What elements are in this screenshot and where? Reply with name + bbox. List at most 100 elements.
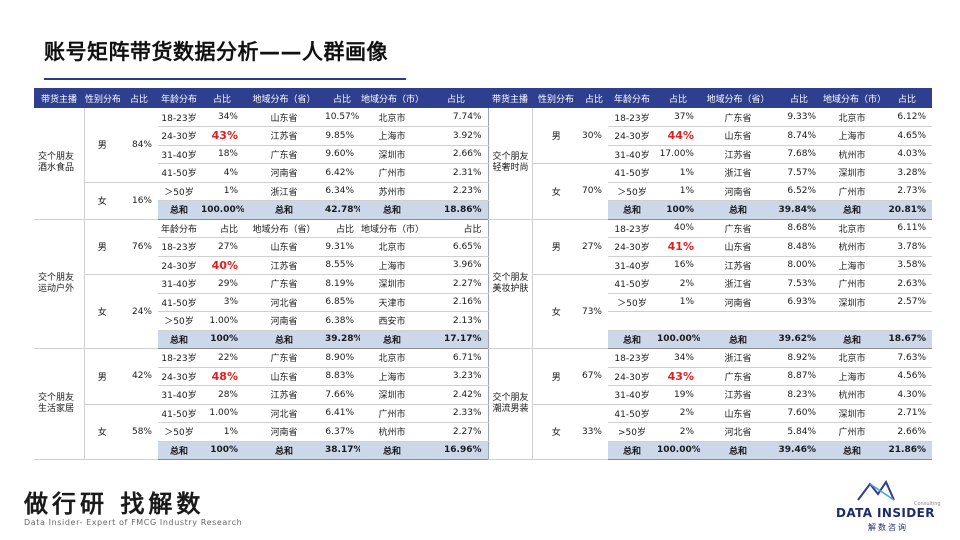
table-cell: ＞50岁	[608, 182, 656, 201]
table-cell: 40%	[200, 256, 244, 275]
table-cell: 北京市	[360, 348, 424, 368]
table-cell: 22%	[200, 348, 244, 368]
table-cell: 8.90%	[324, 348, 360, 368]
table-cell: 8.23%	[776, 385, 822, 405]
gender-label: 男	[532, 219, 580, 275]
table-cell: 总和	[244, 200, 324, 220]
table-cell: 7.53%	[776, 274, 822, 294]
logo-cn-name: 解数咨询	[868, 523, 908, 532]
account-name: 交个朋友运动户外	[34, 219, 85, 349]
table-cell: 1.00%	[200, 404, 244, 423]
table-row: 41-50岁 4% 河南省 6.42% 广州市 2.31% 女 70% 41-50岁 1% 浙江省 7…	[34, 163, 932, 220]
table-cell: 24-30岁	[158, 256, 200, 275]
table-cell: 广东省	[700, 367, 776, 386]
table-cell: 山东省	[700, 126, 776, 146]
table-cell: 杭州市	[822, 237, 882, 257]
column-header: 带货主播	[34, 88, 84, 108]
data-insider-logo: Consulting DATA INSIDER 解数咨询	[828, 480, 948, 536]
table-cell: 2%	[656, 422, 700, 442]
table-cell: 40%	[656, 219, 700, 238]
table-cell: 上海市	[822, 256, 882, 275]
table-cell: 18.67%	[882, 330, 932, 349]
table-cell: 1%	[200, 422, 244, 442]
table-cell: 2.66%	[882, 422, 932, 442]
table-cell: 占比	[424, 219, 489, 238]
table-row: 24-30岁 48% 山东省 8.83% 上海市 3.23% 24-30岁 43% 广东省 8.8…	[34, 367, 932, 386]
table-cell: 总和	[158, 330, 200, 349]
table-cell: 7.68%	[776, 145, 822, 164]
table-cell: 总和	[360, 330, 424, 349]
table-cell: 上海市	[360, 126, 424, 146]
table-cell: 8.83%	[324, 367, 360, 386]
table-cell: 1%	[656, 182, 700, 201]
table-cell: 43%	[656, 367, 700, 386]
table-cell: 41-50岁	[608, 404, 656, 423]
table-cell: 浙江省	[700, 274, 776, 294]
table-cell: 广州市	[822, 182, 882, 201]
table-cell: 河南省	[700, 182, 776, 201]
gender-label: 男	[532, 348, 580, 405]
table-cell: ＞50岁	[158, 182, 200, 201]
table-cell: 总和	[360, 441, 424, 460]
brand-slogan: 做行研 找解数	[24, 490, 205, 518]
table-row: 31-40岁 18% 广东省 9.60% 深圳市 2.66% 31-40岁 17.00% 江苏省…	[34, 145, 932, 164]
table-cell: 3.78%	[882, 237, 932, 257]
table-cell: 3.23%	[424, 367, 489, 386]
table-cell: 总和	[608, 330, 656, 349]
table-cell: 4%	[200, 163, 244, 183]
table-cell: 6.41%	[324, 404, 360, 423]
table-cell: ＞50岁	[608, 293, 656, 312]
table-cell: 山东省	[244, 237, 324, 257]
table-cell: 31-40岁	[608, 256, 656, 275]
table-cell: 浙江省	[700, 348, 776, 368]
table-cell: 地域分布（省）	[244, 219, 324, 238]
table-cell: 24-30岁	[608, 237, 656, 257]
table-cell: 8.19%	[324, 274, 360, 294]
table-cell: 河南省	[244, 311, 324, 331]
table-cell: 上海市	[360, 367, 424, 386]
table-cell: 广州市	[822, 422, 882, 442]
column-header: 性别分布	[84, 88, 120, 108]
table-cell: 2%	[656, 404, 700, 423]
table-cell: 20.81%	[882, 200, 932, 220]
table-cell: 1.00%	[200, 311, 244, 331]
table-row: ＞50岁 1% 河南省 6.37% 杭州市 2.27% >50岁 2% 河北省 5.84% 广州市 2…	[34, 422, 932, 442]
table-cell: 34%	[656, 348, 700, 368]
table-row: 31-40岁 28% 江苏省 7.66% 深圳市 2.42% 31-40岁 19% 江苏省 8.2…	[34, 385, 932, 405]
table-cell: 北京市	[360, 108, 424, 127]
table-cell: 7.66%	[324, 385, 360, 405]
table-cell: 江苏省	[700, 145, 776, 164]
table-cell: 1%	[656, 163, 700, 183]
table-cell: 2.27%	[424, 422, 489, 442]
table-cell: 18-23岁	[608, 219, 656, 238]
table-cell: 21.86%	[882, 441, 932, 460]
table-row: 交个朋友生活家居男 42% 18-23岁 22% 广东省 8.90% 北京市 6.71% 交个朋…	[34, 348, 932, 460]
table-cell: 6.65%	[424, 237, 489, 257]
table-row: 总和 100.00% 总和 42.78% 总和 18.86% 总和 100% 总和 39.84% 总…	[34, 200, 932, 220]
table-cell: 100.00%	[656, 330, 700, 349]
gender-share: 30%	[580, 108, 608, 164]
table-cell: 6.85%	[324, 293, 360, 312]
table-cell: 总和	[244, 441, 324, 460]
gender-label: 女	[84, 404, 120, 460]
gender-label: 男	[532, 108, 580, 164]
table-cell: 39.28%	[324, 330, 360, 349]
table-cell: 江苏省	[700, 385, 776, 405]
table-cell: 4.65%	[882, 126, 932, 146]
table-cell: 6.71%	[424, 348, 489, 368]
table-cell: 100%	[656, 200, 700, 220]
table-row: 24-30岁 43% 江苏省 9.85% 上海市 3.92% 24-30岁 44% 山东省 8.7…	[34, 126, 932, 146]
table-cell: 山东省	[244, 367, 324, 386]
table-cell: 北京市	[822, 348, 882, 368]
table-cell: 深圳市	[822, 404, 882, 423]
table-cell: 深圳市	[360, 385, 424, 405]
column-header: 地域分布（市）	[360, 88, 424, 108]
table-cell: 37%	[656, 108, 700, 127]
table-cell: 3.96%	[424, 256, 489, 275]
table-cell: 7.74%	[424, 108, 489, 127]
table-cell: 8.48%	[776, 237, 822, 257]
table-header-row: 带货主播 性别分布 占比 年龄分布 占比 地域分布（省） 占比 地域分布（市） 占比 带货主播 性别…	[34, 88, 932, 108]
gender-share: 84%	[120, 108, 158, 183]
table-cell: >50岁	[608, 422, 656, 442]
table-cell: 上海市	[360, 256, 424, 275]
